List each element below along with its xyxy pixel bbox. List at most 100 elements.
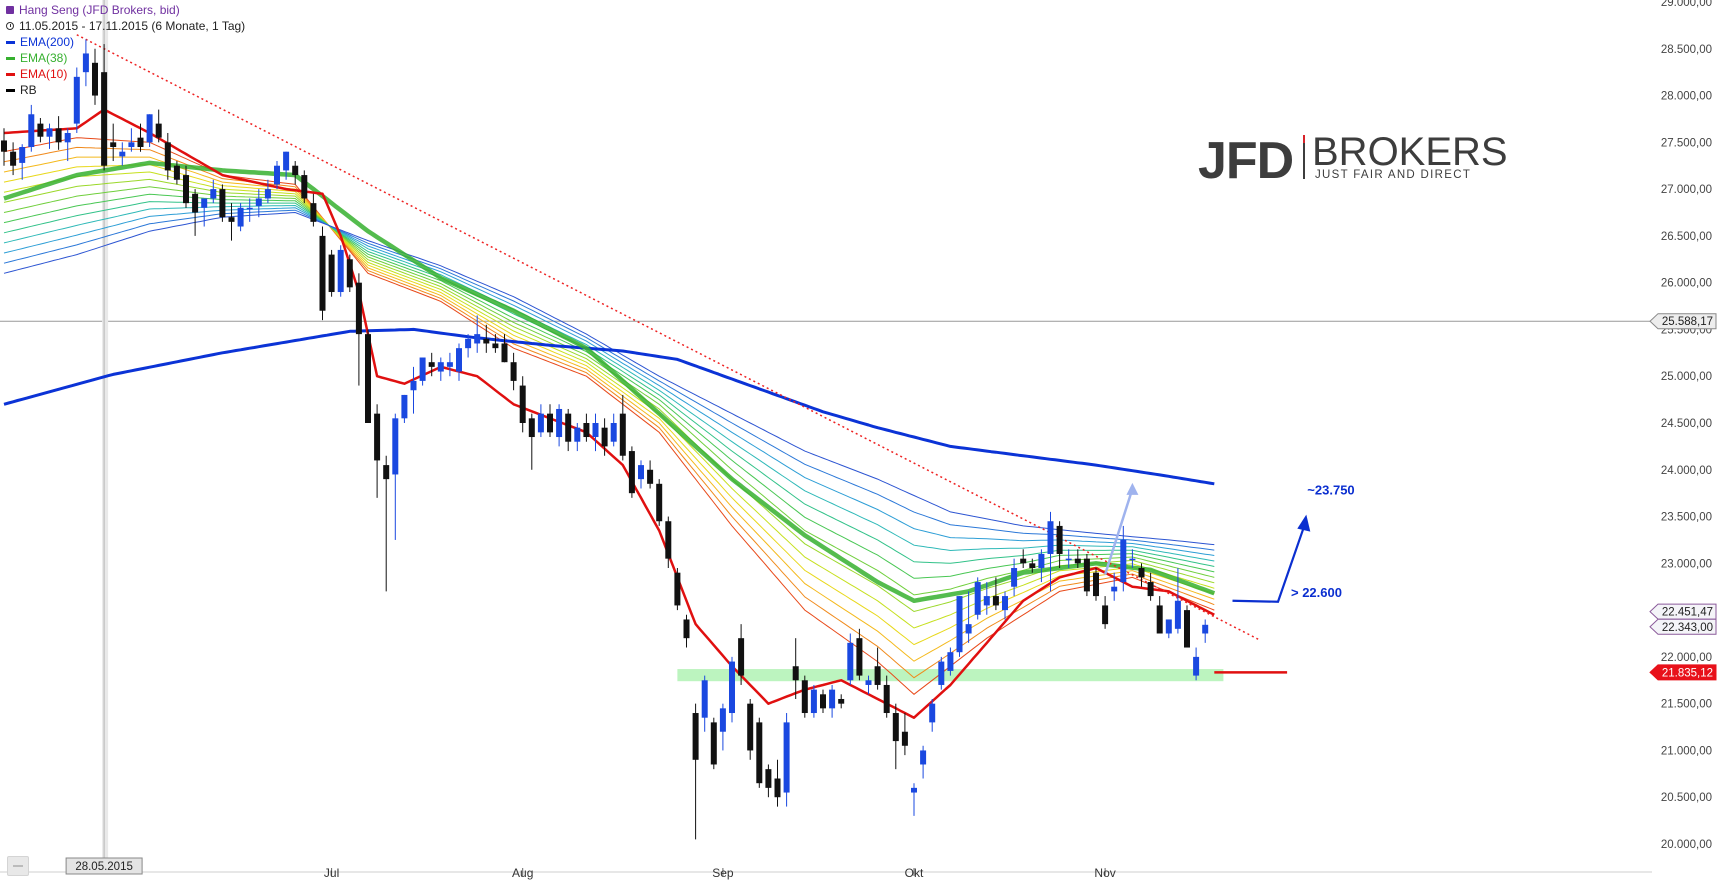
candle <box>510 352 517 391</box>
candle-body <box>1174 600 1181 629</box>
candle <box>10 142 17 176</box>
candle-body <box>310 203 317 222</box>
candle-body <box>1193 656 1200 676</box>
rainbow-band-line <box>3 211 1215 546</box>
candle-body <box>1202 624 1209 634</box>
candle-body <box>92 62 98 96</box>
candle-body <box>656 483 663 522</box>
candle <box>792 638 799 699</box>
candle <box>73 67 80 133</box>
candles-layer <box>1 39 1209 840</box>
tag-icon <box>6 6 14 14</box>
candle <box>992 577 999 611</box>
candle-body <box>365 334 371 423</box>
candle-body <box>73 76 80 124</box>
candle <box>1111 572 1118 601</box>
candle <box>1184 605 1190 648</box>
candle <box>1138 563 1145 587</box>
legend-item-ema200[interactable]: EMA(200) <box>6 34 245 50</box>
candle-body <box>1 140 7 152</box>
candle-body <box>1002 596 1008 611</box>
legend-title-row: Hang Seng (JFD Brokers, bid) <box>6 2 245 18</box>
legend-item-ema10[interactable]: EMA(10) <box>6 66 245 82</box>
candle-body <box>610 423 617 442</box>
candle-body <box>101 72 108 166</box>
candle <box>729 656 735 723</box>
candle-body <box>501 343 508 363</box>
candle <box>1038 549 1045 583</box>
candle-body <box>829 689 836 709</box>
candle-body <box>292 165 299 176</box>
candle <box>1083 553 1090 597</box>
crosshair-date-label: 28.05.2015 <box>75 861 133 873</box>
y-tick-label: 21.500,00 <box>1661 699 1712 711</box>
candle-body <box>920 750 927 765</box>
candle <box>765 764 772 798</box>
y-tick-label: 22.000,00 <box>1661 652 1712 664</box>
candle-body <box>865 680 872 685</box>
candle <box>901 713 908 756</box>
clock-icon <box>6 22 14 30</box>
candle <box>1074 549 1081 569</box>
candle <box>428 352 435 377</box>
candle <box>547 404 553 438</box>
trendline-layer <box>76 34 1261 641</box>
candle-body <box>19 147 26 163</box>
candle-body <box>1065 558 1072 561</box>
candle <box>210 179 217 204</box>
candle-body <box>446 362 453 367</box>
candle <box>246 198 253 222</box>
candle <box>228 203 235 241</box>
candle-body <box>319 235 326 311</box>
candle <box>574 423 581 452</box>
legend-item-ema38[interactable]: EMA(38) <box>6 50 245 66</box>
candle <box>146 114 153 148</box>
candle <box>192 189 199 236</box>
candle <box>656 479 663 526</box>
candle <box>583 413 590 442</box>
candle-body <box>510 362 517 381</box>
price-tag-label: 22.343,00 <box>1662 622 1713 634</box>
candle <box>974 577 981 620</box>
candle-body <box>483 338 490 344</box>
candle-body <box>1147 582 1154 597</box>
candle-body <box>1156 605 1163 634</box>
candle-body <box>1138 568 1145 578</box>
candle <box>701 675 708 732</box>
legend-item-rb[interactable]: RB <box>6 82 245 98</box>
candle-body <box>274 165 280 185</box>
candle <box>319 226 326 321</box>
candle <box>920 745 927 779</box>
scenario-arrow-head <box>1297 514 1311 532</box>
candle <box>756 717 763 788</box>
candle <box>938 656 945 690</box>
jfd-brokers-logo: JFD BROKERS JUST FAIR AND DIRECT <box>1198 130 1508 190</box>
candle <box>829 684 836 718</box>
candle <box>537 404 544 438</box>
candle <box>601 418 608 456</box>
candle-body <box>401 394 408 419</box>
candle-body <box>756 722 763 784</box>
candle-body <box>628 451 635 494</box>
candle <box>274 161 280 190</box>
candle <box>401 394 408 423</box>
candle-body <box>1011 568 1018 587</box>
candle <box>783 713 790 807</box>
x-tick-label: Jul <box>324 866 339 880</box>
candle-body <box>783 722 790 793</box>
candle-body <box>10 151 17 166</box>
candle <box>328 249 335 297</box>
candle-body <box>192 193 199 213</box>
y-tick-label: 27.000,00 <box>1661 184 1712 196</box>
logo-brokers-text: BROKERS <box>1312 130 1508 174</box>
x-tick-label: Okt <box>905 866 924 880</box>
rainbow-band-line <box>3 171 1215 629</box>
ema-series-line <box>3 327 1215 486</box>
panel-toggle-icon[interactable] <box>7 856 29 876</box>
candle <box>28 104 35 152</box>
y-tick-label: 28.500,00 <box>1661 44 1712 56</box>
candle <box>619 394 626 461</box>
